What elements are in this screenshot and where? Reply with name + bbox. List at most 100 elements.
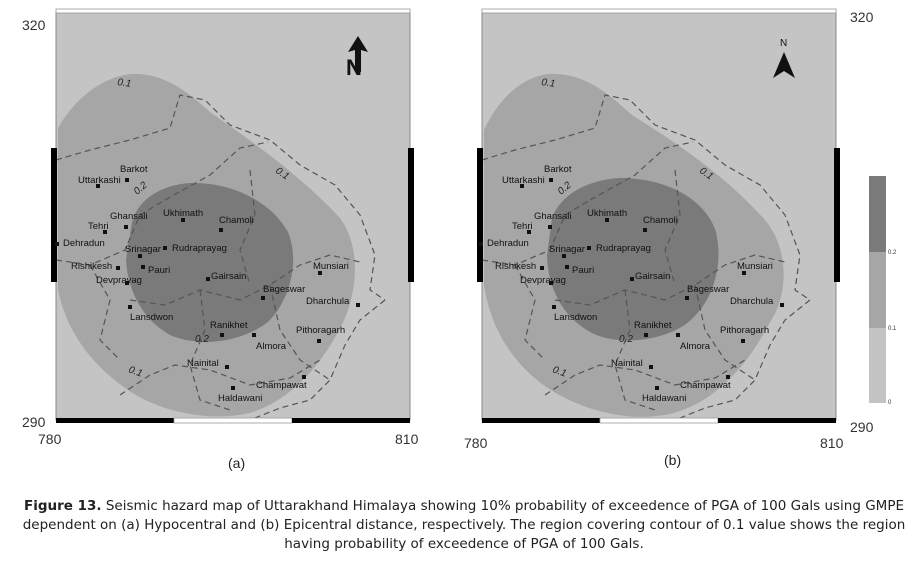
place-marker — [605, 218, 609, 222]
place-label: Barkot — [120, 164, 148, 175]
place-marker — [116, 266, 120, 270]
place-label: Ukhimath — [163, 208, 203, 219]
legend-label-0: 0 — [888, 400, 892, 406]
place-marker — [163, 246, 167, 250]
place-marker — [780, 303, 784, 307]
panel-label: (a) — [228, 455, 245, 471]
place-label: Uttarkashi — [502, 175, 545, 186]
place-label: Ghansali — [110, 211, 148, 222]
place-label: Rudraprayag — [172, 243, 227, 254]
legend: 0.2 0.1 0 — [869, 176, 897, 406]
place-label: Barkot — [544, 164, 572, 175]
place-marker — [676, 333, 680, 337]
longitude-left-label: 780 — [38, 431, 62, 447]
legend-swatch-0-1 — [869, 252, 886, 328]
caption-text: Seismic hazard map of Uttarakhand Himala… — [22, 498, 906, 552]
place-label: Champawat — [680, 380, 731, 391]
place-marker — [549, 178, 553, 182]
place-label: Pithoragarh — [720, 325, 769, 336]
place-marker — [520, 184, 524, 188]
panel-label: (b) — [664, 452, 681, 468]
place-label: Dharchula — [730, 296, 774, 307]
side-bar-right — [834, 148, 840, 282]
legend-label-0-2: 0.2 — [888, 250, 897, 256]
contour-label: 0.1 — [127, 364, 144, 379]
north-label: N — [780, 38, 787, 49]
figure-caption: Figure 13. Seismic hazard map of Uttarak… — [14, 497, 914, 554]
place-label: Munsiari — [313, 261, 349, 272]
place-marker — [587, 246, 591, 250]
place-label: Rishikesh — [495, 261, 536, 272]
place-label: Srinagar — [125, 244, 161, 255]
place-label: Pauri — [148, 265, 170, 276]
place-marker — [649, 365, 653, 369]
place-marker — [55, 242, 59, 246]
place-label: Munsiari — [737, 261, 773, 272]
place-marker — [562, 254, 566, 258]
place-marker — [726, 375, 730, 379]
place-marker — [206, 277, 210, 281]
latitude-bottom-label: 290 — [22, 414, 46, 430]
place-marker — [220, 333, 224, 337]
side-bar-left — [477, 148, 483, 282]
contour-label: 0.1 — [551, 364, 568, 379]
scale-bar-bottom-black-2 — [292, 418, 410, 423]
place-marker — [318, 271, 322, 275]
place-label: Bageswar — [263, 284, 305, 295]
place-marker — [125, 178, 129, 182]
place-marker — [302, 375, 306, 379]
place-label: Gairsain — [635, 271, 670, 282]
place-label: Nainital — [611, 358, 643, 369]
place-marker — [231, 386, 235, 390]
place-marker — [124, 225, 128, 229]
scale-bar-bottom-black-2 — [718, 418, 836, 423]
place-label: Ranikhet — [210, 320, 248, 331]
place-label: Champawat — [256, 380, 307, 391]
place-marker — [219, 228, 223, 232]
place-label: Rudraprayag — [596, 243, 651, 254]
scale-bar-bottom-black-1 — [482, 418, 600, 423]
place-label: Tehri — [88, 221, 109, 232]
legend-swatch-0 — [869, 328, 886, 403]
side-bar-left — [51, 148, 57, 282]
place-marker — [225, 365, 229, 369]
place-marker — [741, 339, 745, 343]
scale-bar-top — [481, 8, 837, 14]
place-label: Chamoli — [219, 215, 254, 226]
place-marker — [527, 230, 531, 234]
place-label: Devprayag — [96, 275, 142, 286]
north-arrow-icon: N — [773, 38, 795, 78]
place-marker — [630, 277, 634, 281]
place-marker — [96, 184, 100, 188]
north-label: N — [346, 55, 362, 80]
district-boundaries — [55, 94, 386, 421]
contour-label: 0.2 — [619, 334, 633, 345]
place-label: Dehradun — [63, 238, 105, 249]
place-marker — [479, 242, 483, 246]
place-marker — [644, 333, 648, 337]
place-marker — [565, 265, 569, 269]
place-marker — [655, 386, 659, 390]
place-marker — [252, 333, 256, 337]
scale-bar-top — [55, 8, 411, 14]
longitude-left-label: 780 — [464, 435, 488, 451]
place-label: Haldawani — [642, 393, 686, 404]
longitude-right-label: 810 — [820, 435, 844, 451]
place-label: Rishikesh — [71, 261, 112, 272]
side-bar-right — [408, 148, 414, 282]
place-label: Uttarkashi — [78, 175, 121, 186]
place-label: Bageswar — [687, 284, 729, 295]
place-marker — [643, 228, 647, 232]
place-marker — [742, 271, 746, 275]
contour-zone-0-2 — [547, 178, 719, 341]
place-marker — [261, 296, 265, 300]
latitude-top-label: 320 — [22, 17, 46, 33]
place-label: Chamoli — [643, 215, 678, 226]
place-marker — [549, 281, 553, 285]
place-label: Pithoragarh — [296, 325, 345, 336]
